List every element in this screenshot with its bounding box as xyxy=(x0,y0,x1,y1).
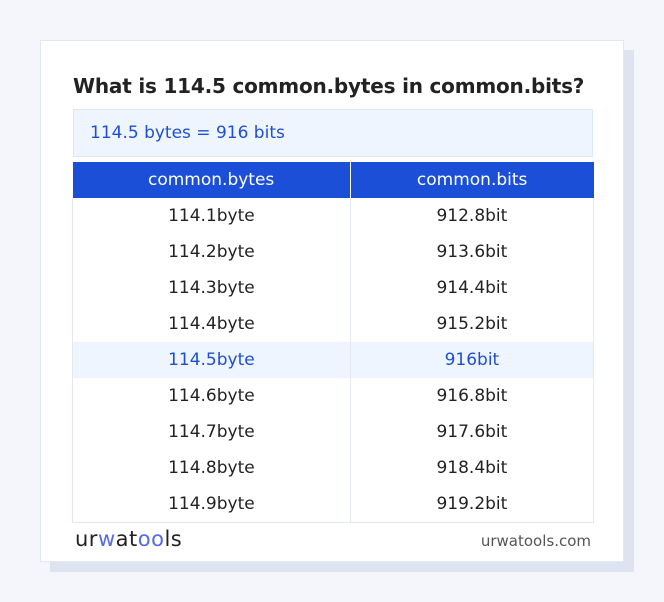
bytes-cell: 114.6byte xyxy=(72,378,351,414)
bytes-cell: 114.8byte xyxy=(72,450,351,486)
table-row: 114.7byte 917.6bit xyxy=(72,414,595,450)
bits-cell: 919.2bit xyxy=(349,486,595,523)
column-header-bits: common.bits xyxy=(350,162,594,198)
bytes-cell: 114.1byte xyxy=(72,198,351,234)
bytes-cell: 114.2byte xyxy=(72,234,351,270)
bits-cell: 912.8bit xyxy=(349,198,595,234)
converter-card: What is 114.5 common.bytes in common.bit… xyxy=(40,40,624,562)
table-row: 114.4byte 915.2bit xyxy=(72,306,595,342)
bits-cell: 918.4bit xyxy=(349,450,595,486)
bytes-cell: 114.5byte xyxy=(72,342,351,378)
bits-cell: 913.6bit xyxy=(349,234,595,270)
site-link[interactable]: urwatools.com xyxy=(480,532,591,550)
bytes-cell: 114.4byte xyxy=(72,306,351,342)
table-row: 114.3byte 914.4bit xyxy=(72,270,595,306)
table-row: 114.8byte 918.4bit xyxy=(72,450,595,486)
bits-cell: 917.6bit xyxy=(349,414,595,450)
page-title: What is 114.5 common.bytes in common.bit… xyxy=(73,74,585,98)
bits-cell: 916.8bit xyxy=(349,378,595,414)
bits-cell: 916bit xyxy=(349,342,595,378)
conversion-result: 114.5 bytes = 916 bits xyxy=(73,109,593,157)
bits-cell: 914.4bit xyxy=(349,270,595,306)
urwatools-logo[interactable]: urwatools xyxy=(75,527,183,551)
table-row: 114.6byte 916.8bit xyxy=(72,378,595,414)
bytes-cell: 114.3byte xyxy=(72,270,351,306)
table-row: 114.5byte 916bit xyxy=(72,342,595,378)
table-row: 114.1byte 912.8bit xyxy=(72,198,595,234)
bytes-cell: 114.9byte xyxy=(72,486,351,523)
bytes-cell: 114.7byte xyxy=(72,414,351,450)
column-header-bytes: common.bytes xyxy=(72,162,351,198)
table-row: 114.9byte 919.2bit xyxy=(72,486,595,523)
bits-cell: 915.2bit xyxy=(349,306,595,342)
conversion-table: common.bytes common.bits 114.1byte 912.8b… xyxy=(72,162,595,523)
table-row: 114.2byte 913.6bit xyxy=(72,234,595,270)
